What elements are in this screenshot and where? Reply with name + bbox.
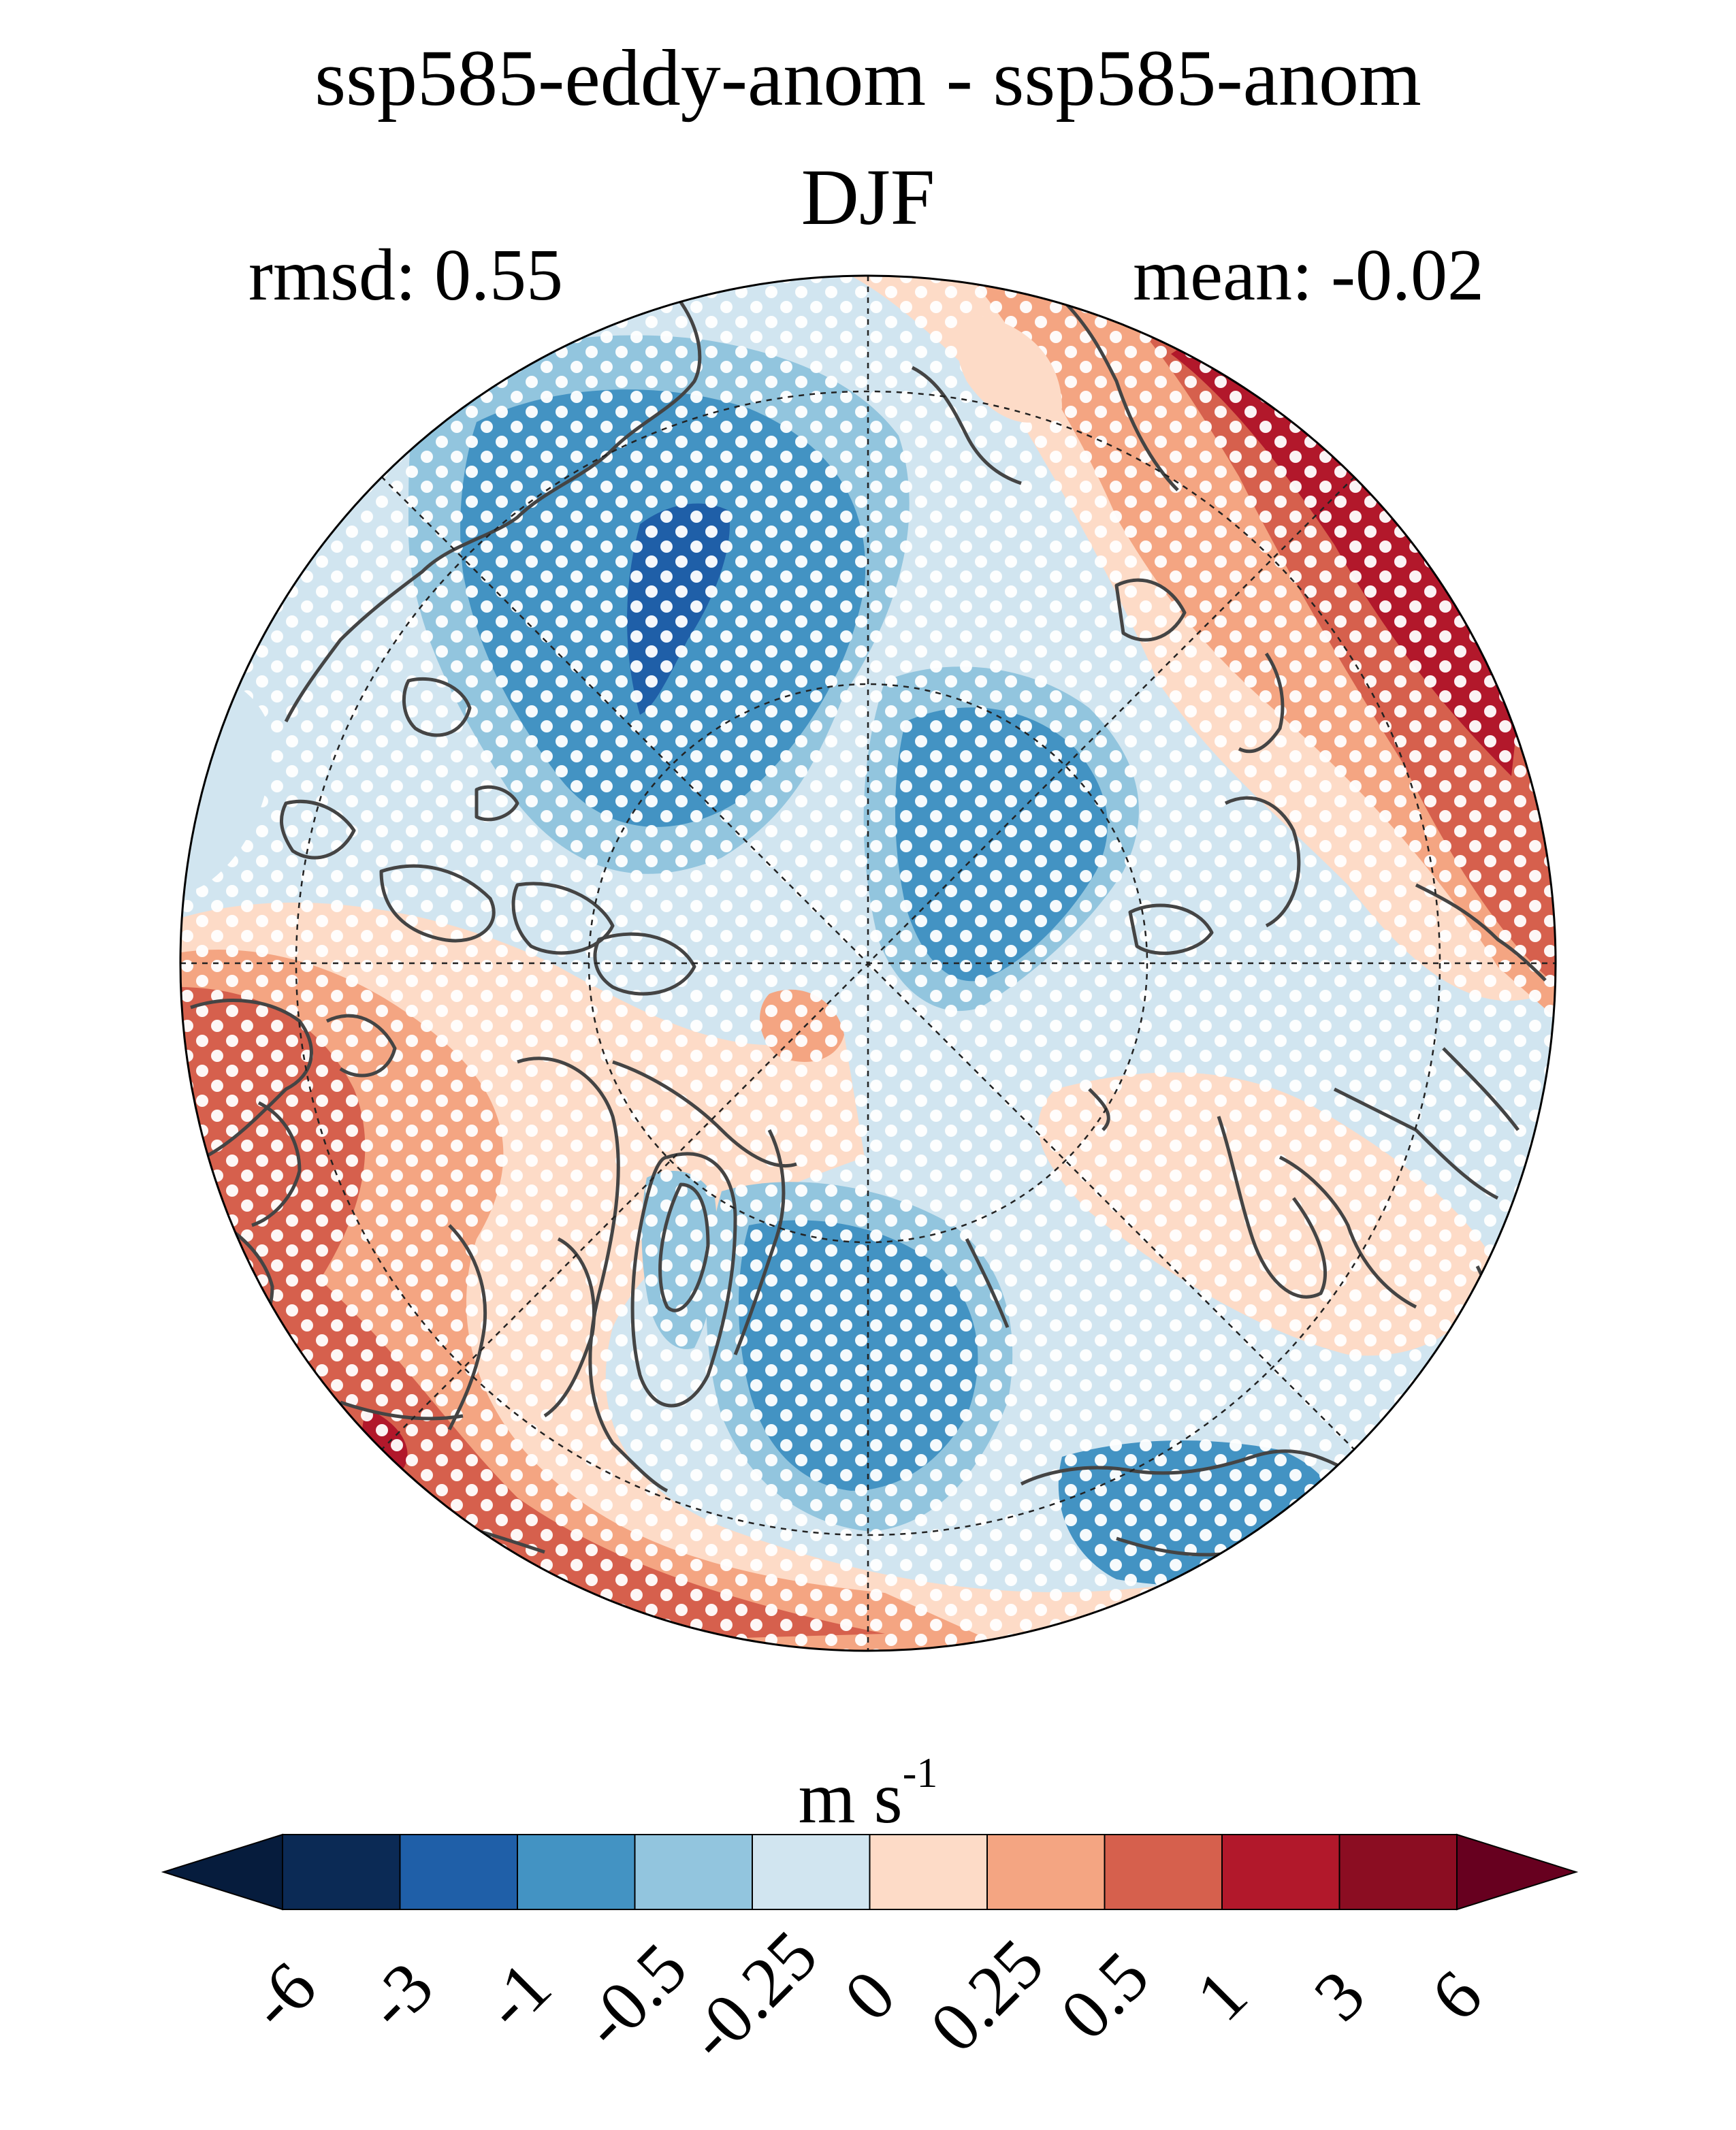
colorbar-extend-low xyxy=(161,1833,283,1911)
colorbar-box xyxy=(869,1834,988,1910)
colorbar-box xyxy=(986,1834,1106,1910)
anomaly-field xyxy=(180,276,1556,1651)
colorbar-unit-label: m s-1 xyxy=(798,1750,938,1839)
colorbar-box xyxy=(1104,1834,1223,1910)
coastlines xyxy=(190,285,1547,1557)
colorbar-box xyxy=(517,1834,636,1910)
graticule xyxy=(180,276,1556,1651)
colorbar-box xyxy=(399,1834,518,1910)
colorbar-extend-high xyxy=(1456,1833,1579,1911)
season-label: DJF xyxy=(801,152,935,242)
rmsd-label: rmsd: 0.55 xyxy=(248,235,564,316)
colorbar-box xyxy=(282,1834,401,1910)
colorbar xyxy=(161,1833,1579,1911)
mean-label: mean: -0.02 xyxy=(1133,235,1484,316)
colorbar-box xyxy=(634,1834,753,1910)
colorbar-box xyxy=(1338,1834,1458,1910)
map-boundary xyxy=(179,274,1557,1652)
map-title: ssp585-eddy-anom - ssp585-anom xyxy=(315,33,1421,123)
colorbar-box xyxy=(752,1834,871,1910)
colorbar-box xyxy=(1221,1834,1340,1910)
